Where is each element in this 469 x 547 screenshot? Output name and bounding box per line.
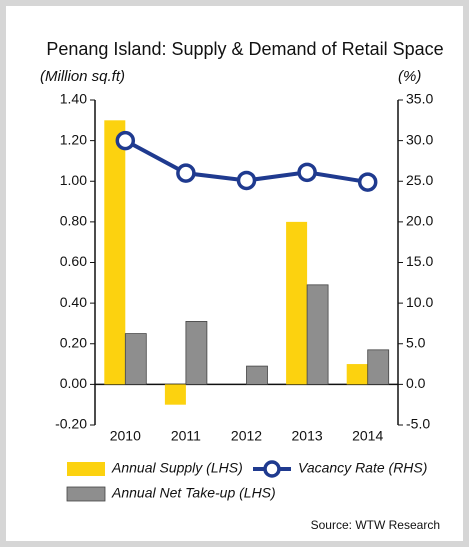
legend-label: Annual Net Take-up (LHS): [111, 485, 276, 501]
y-tick-label: 0.00: [60, 375, 87, 391]
bar: [346, 364, 368, 385]
y-tick-label: 0.60: [60, 253, 87, 269]
bar: [185, 321, 208, 385]
y-tick-label: 1.40: [60, 91, 87, 107]
x-tick-label: 2012: [231, 428, 262, 444]
legend-label: Vacancy Rate (RHS): [298, 460, 427, 476]
bar: [367, 349, 390, 385]
y2-tick-label: 25.0: [406, 172, 433, 188]
y2-tick-label: 20.0: [406, 213, 433, 229]
y-tick-label: -0.20: [55, 416, 87, 432]
source: Source: WTW Research: [311, 518, 440, 532]
y2-tick-label: 15.0: [406, 253, 433, 269]
marker: [357, 172, 378, 192]
marker: [297, 162, 317, 183]
bar: [104, 120, 126, 385]
legend-label: Annual Supply (LHS): [111, 460, 243, 476]
x-tick-label: 2011: [171, 428, 201, 444]
x-tick-label: 2014: [352, 428, 383, 444]
bar: [164, 384, 186, 405]
y2-tick-label: -5.0: [406, 416, 430, 432]
y-tick-label: 1.00: [60, 172, 87, 188]
y-tick-label: 0.20: [60, 334, 87, 350]
y-tick-label: 0.40: [60, 294, 87, 310]
x-tick-label: 2013: [292, 428, 323, 444]
y2-tick-label: 0.0: [406, 375, 426, 391]
x-tick-label: 2010: [110, 428, 141, 444]
marker: [236, 170, 257, 191]
bar: [306, 284, 329, 385]
y2-tick-label: 5.0: [406, 334, 426, 350]
y2-tick-label: 30.0: [406, 131, 433, 147]
marker: [176, 163, 196, 183]
bar: [246, 365, 268, 385]
y2-tick-label: 35.0: [406, 91, 433, 107]
y-tick-label: 0.80: [60, 213, 87, 229]
bar: [124, 333, 147, 385]
y-tick-label: 1.20: [60, 131, 87, 147]
legend-swatch: [66, 486, 106, 502]
y2-tick-label: 10.0: [406, 294, 433, 310]
legend-marker: [263, 460, 281, 478]
chart-title: Penang Island: Supply & Demand of Retail…: [46, 39, 443, 59]
y-axis-label: (Million sq.ft): [40, 68, 125, 85]
legend-swatch: [67, 462, 105, 476]
y2-axis-label: (%): [398, 68, 421, 85]
bar: [286, 221, 308, 385]
marker: [115, 130, 136, 151]
